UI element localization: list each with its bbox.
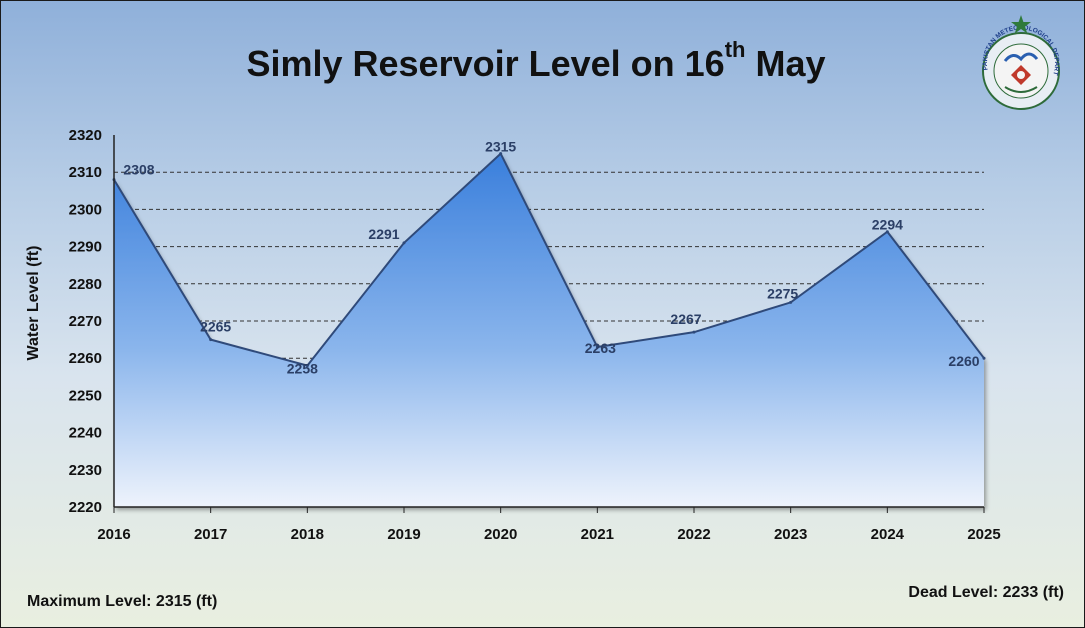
x-tick-label: 2021 [581, 526, 614, 543]
data-label: 2308 [123, 162, 154, 178]
area-series [112, 151, 986, 507]
data-labels: 2308 2265 2258 2291 2315 2263 2267 2275 2294 2260 [123, 139, 979, 377]
y-tick-label: 2320 [69, 127, 102, 144]
axes [113, 135, 985, 513]
maximum-level-note: Maximum Level: 2315 (ft) [27, 593, 218, 610]
x-tick-label: 2024 [871, 526, 905, 543]
data-point [305, 364, 309, 368]
data-label: 2275 [767, 285, 798, 301]
data-point [885, 230, 889, 234]
data-label: 2260 [948, 353, 979, 369]
y-tick-label: 2300 [69, 201, 102, 218]
pakistan-meteorological-department-seal-icon: PAKISTAN METEOROLOGICAL DEPARTMENT [975, 13, 1060, 110]
y-axis-tick-labels: 2220 2230 2240 2250 2260 2270 2280 2290 2300 2310… [69, 127, 102, 516]
y-tick-label: 2230 [69, 462, 102, 479]
data-point [209, 338, 213, 342]
y-tick-label: 2250 [69, 387, 102, 404]
data-point [595, 345, 599, 349]
y-tick-label: 2310 [69, 164, 102, 181]
x-axis-tick-labels: 2016 2017 2018 2019 2020 2021 2022 2023 2024 2025 [97, 526, 1000, 543]
y-axis-title: Water Level (ft) [25, 246, 42, 361]
data-label: 2258 [287, 361, 318, 377]
x-tick-label: 2016 [97, 526, 130, 543]
x-tick-label: 2023 [774, 526, 807, 543]
x-tick-label: 2019 [387, 526, 420, 543]
data-label: 2265 [200, 319, 231, 335]
dead-level-note: Dead Level: 2233 (ft) [908, 584, 1064, 601]
area-fill [114, 153, 984, 507]
data-point [402, 241, 406, 245]
data-label: 2315 [485, 139, 516, 155]
data-point [789, 300, 793, 304]
x-tick-label: 2025 [967, 526, 1000, 543]
data-point [982, 356, 986, 360]
data-label: 2263 [585, 340, 616, 356]
y-tick-label: 2270 [69, 313, 102, 330]
x-tick-label: 2017 [194, 526, 227, 543]
y-tick-label: 2260 [69, 350, 102, 367]
x-tick-label: 2020 [484, 526, 517, 543]
series-line [113, 151, 985, 367]
y-tick-label: 2240 [69, 425, 102, 442]
data-label: 2267 [670, 311, 701, 327]
data-point [499, 152, 503, 156]
x-tick-label: 2022 [677, 526, 710, 543]
x-tick-label: 2018 [291, 526, 324, 543]
y-tick-label: 2220 [69, 499, 102, 516]
y-tick-label: 2290 [69, 239, 102, 256]
data-label: 2294 [872, 217, 903, 233]
chart-title: Simly Reservoir Level on 16th May [246, 37, 826, 85]
data-label: 2291 [368, 226, 399, 242]
y-tick-label: 2280 [69, 276, 102, 293]
data-point [692, 330, 696, 334]
